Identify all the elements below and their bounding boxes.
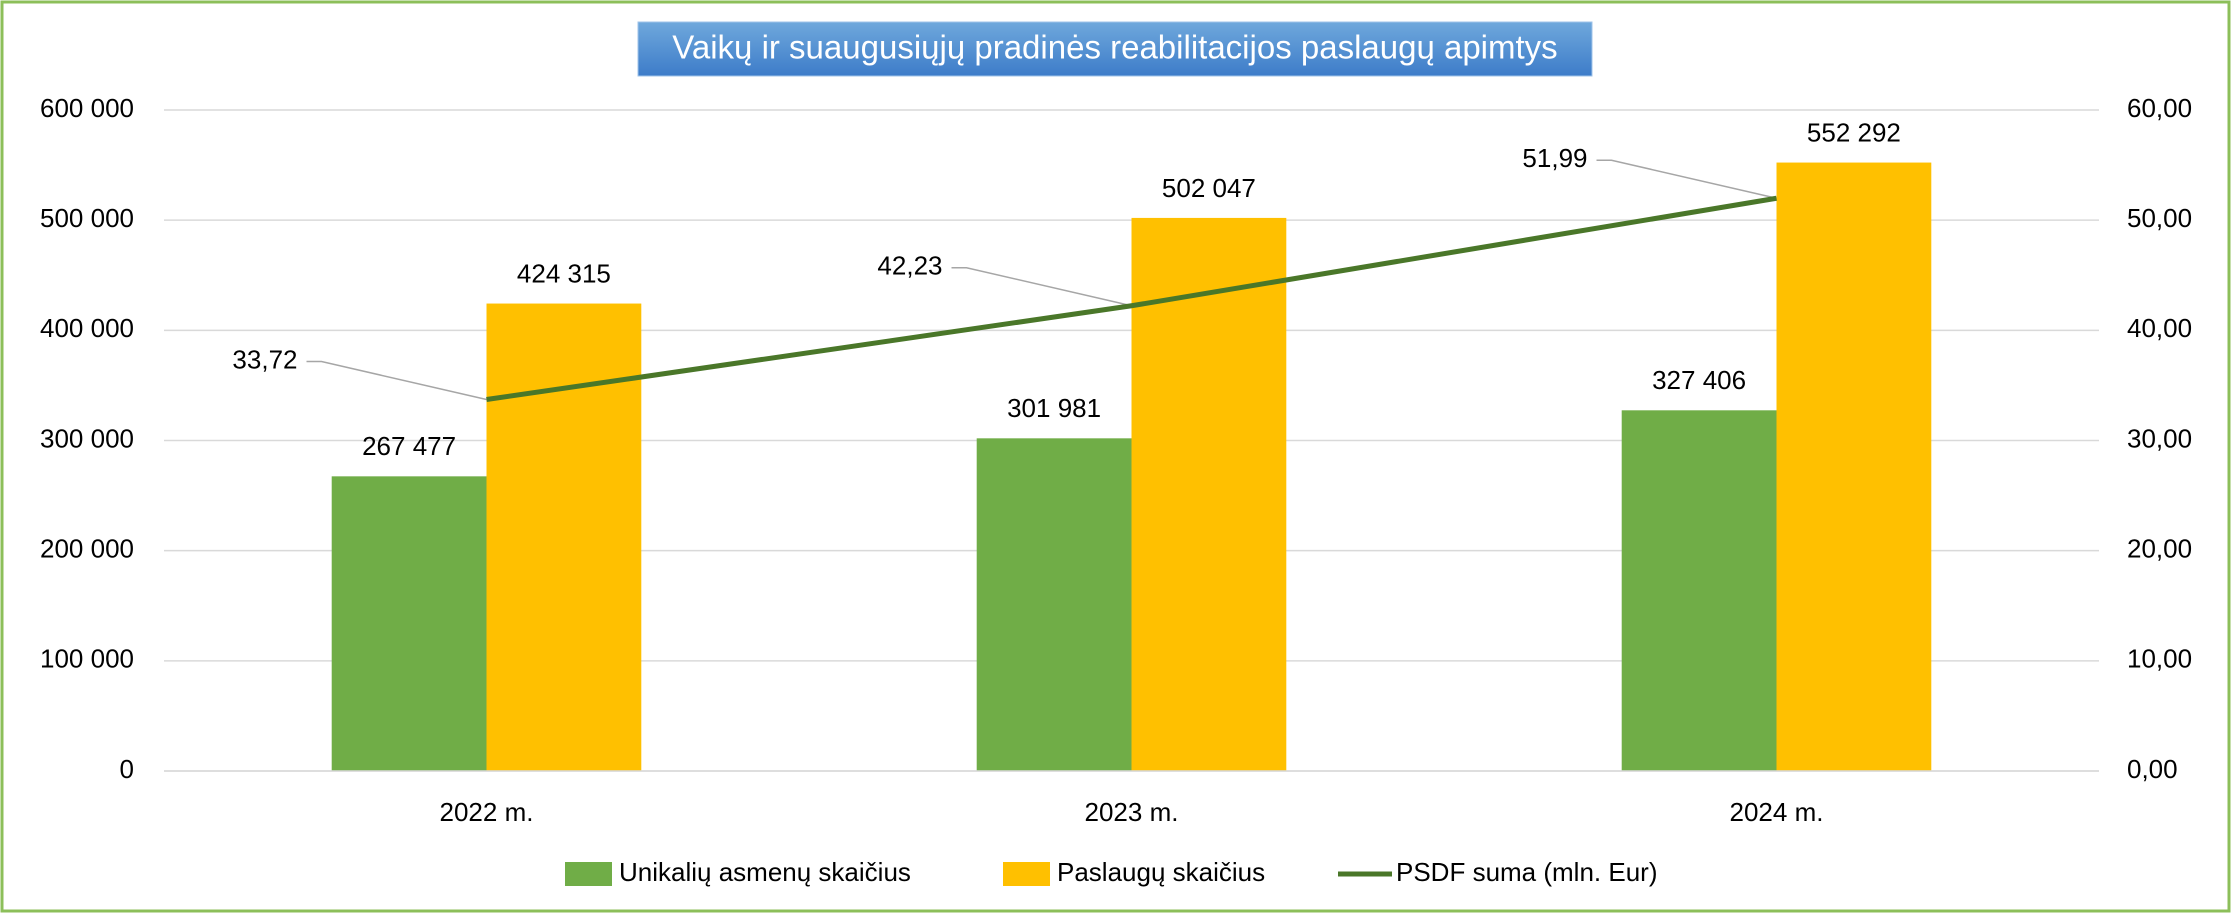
bar (486, 303, 642, 771)
bar (1131, 217, 1287, 771)
y-tick-label: 300 000 (40, 423, 134, 453)
data-label: 502 047 (1162, 173, 1256, 203)
data-label: 42,23 (877, 251, 942, 281)
bar (976, 438, 1132, 771)
y2-tick-label: 20,00 (2127, 534, 2192, 564)
legend-label: Unikalių asmenų skaičius (619, 857, 911, 887)
bar (331, 476, 487, 771)
y2-tick-label: 50,00 (2127, 203, 2192, 233)
y-tick-label: 100 000 (40, 644, 134, 674)
data-label: 33,72 (232, 344, 297, 374)
x-tick-label: 2024 m. (1730, 797, 1824, 827)
y-tick-label: 200 000 (40, 534, 134, 564)
data-label: 552 292 (1807, 117, 1901, 147)
leader-line (1596, 159, 1777, 199)
y-tick-label: 600 000 (40, 93, 134, 123)
leader-line (951, 267, 1132, 307)
data-label: 51,99 (1522, 143, 1587, 173)
y2-tick-label: 0,00 (2127, 754, 2178, 784)
y2-tick-label: 40,00 (2127, 313, 2192, 343)
x-tick-label: 2023 m. (1085, 797, 1179, 827)
line (486, 195, 1777, 402)
leader-line (306, 360, 487, 401)
data-label: 424 315 (517, 258, 611, 288)
bar (1776, 162, 1932, 771)
legend-label: Paslaugų skaičius (1057, 857, 1265, 887)
y-tick-label: 500 000 (40, 203, 134, 233)
y2-tick-label: 10,00 (2127, 644, 2192, 674)
y-tick-label: 0 (120, 754, 134, 784)
x-tick-label: 2022 m. (440, 797, 534, 827)
bar (1621, 410, 1777, 771)
legend-swatch (565, 862, 612, 886)
data-label: 327 406 (1652, 365, 1746, 395)
chart-title: Vaikų ir suaugusiųjų pradinės reabilitac… (672, 29, 1557, 66)
data-label: 267 477 (362, 431, 456, 461)
y2-tick-label: 60,00 (2127, 93, 2192, 123)
title-box (637, 21, 1593, 77)
y-tick-label: 400 000 (40, 313, 134, 343)
legend-swatch (1003, 862, 1050, 886)
legend-label: PSDF suma (mln. Eur) (1396, 857, 1658, 887)
data-label: 301 981 (1007, 393, 1101, 423)
y2-tick-label: 30,00 (2127, 423, 2192, 453)
